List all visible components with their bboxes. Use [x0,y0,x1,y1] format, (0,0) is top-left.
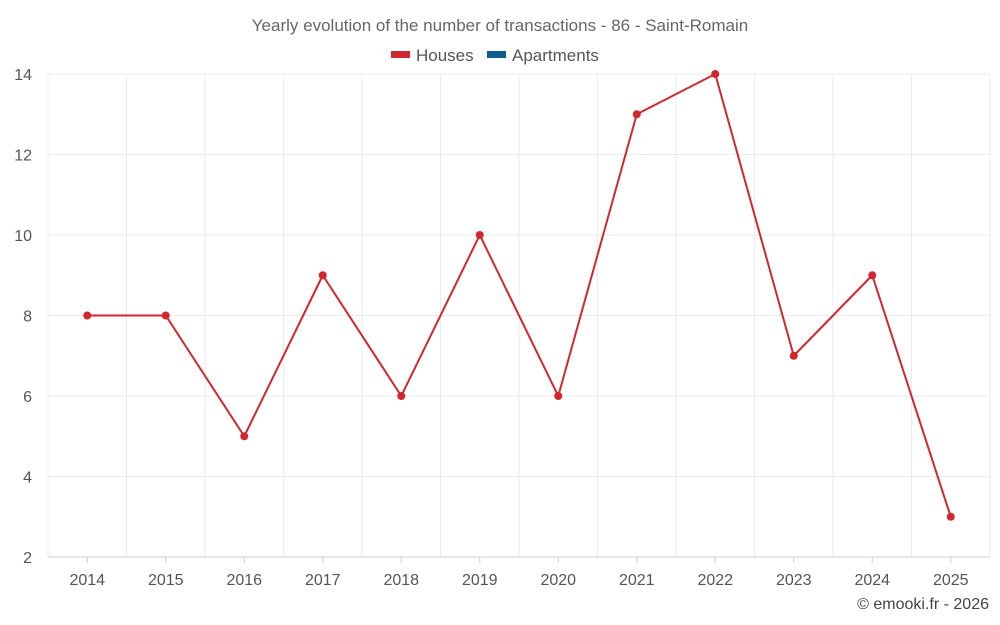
y-tick-label: 4 [23,470,32,487]
x-tick-label-2024: 2024 [854,572,890,589]
x-tick-label-2022: 2022 [697,572,733,589]
data-point-2020[interactable] [554,392,563,400]
y-tick-label: 14 [14,67,32,84]
x-tick-label-2019: 2019 [462,572,498,589]
x-tick-label-2015: 2015 [148,572,184,589]
legend-item-houses[interactable]: Houses [391,46,474,65]
x-tick-label-2021: 2021 [619,572,655,589]
series-line-houses [87,73,952,518]
credit-text: © emooki.fr - 2026 [857,596,989,613]
legend-swatch-apartments [487,51,506,58]
chart-title: Yearly evolution of the number of transa… [252,16,748,35]
data-point-2021[interactable] [632,110,641,119]
data-point-2014[interactable] [83,311,92,320]
x-axis: 2014 2015 2016 2017 2018 2019 2020 2021 2022 2023… [48,556,990,589]
x-tick-label-2023: 2023 [776,572,812,589]
legend-label-houses: Houses [416,46,474,65]
y-axis: 2 4 6 8 10 12 14 [14,67,32,567]
legend-swatch-houses [391,51,410,58]
x-tick-label-2014: 2014 [69,572,105,589]
data-point-2019[interactable] [475,231,484,239]
data-point-2023[interactable] [789,351,798,360]
y-tick-label: 10 [14,228,32,245]
y-tick-label: 8 [23,309,32,326]
y-tick-label: 2 [23,550,32,567]
x-tick-label-2018: 2018 [383,572,419,589]
series-houses [83,70,955,521]
x-tick-label-2016: 2016 [226,572,262,589]
legend-label-apartments: Apartments [512,46,599,65]
data-point-2016[interactable] [240,432,249,441]
legend-item-apartments[interactable]: Apartments [487,46,599,65]
data-point-2024[interactable] [868,271,877,280]
data-point-2025[interactable] [946,512,955,521]
y-tick-label: 6 [23,389,32,406]
data-point-2015[interactable] [161,311,170,320]
data-point-2018[interactable] [397,392,406,400]
data-point-2022[interactable] [711,70,720,78]
data-point-2017[interactable] [318,271,327,280]
x-tick-label-2025: 2025 [933,572,969,589]
x-tick-label-2017: 2017 [305,572,341,589]
y-tick-label: 12 [14,148,32,165]
x-tick-label-2020: 2020 [540,572,576,589]
legend: Houses Apartments [391,46,599,65]
